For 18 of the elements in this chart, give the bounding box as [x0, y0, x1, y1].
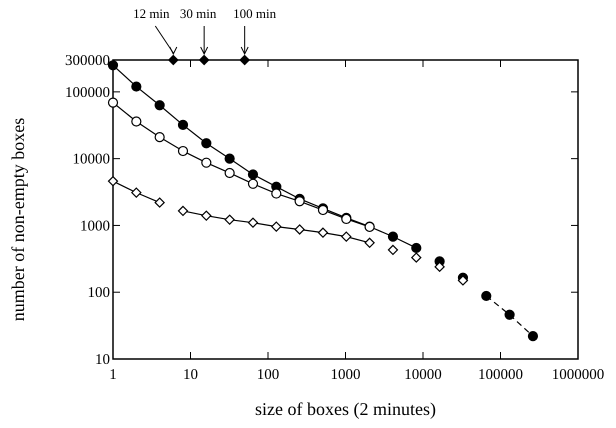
x-tick-label: 100000 [478, 367, 523, 383]
x-axis-title: size of boxes (2 minutes) [255, 399, 436, 419]
y-tick-label: 100 [88, 285, 110, 302]
x-tick-label: 1000000 [552, 367, 604, 383]
annotation: 12 min [133, 6, 170, 21]
x-tick-label: 1000 [330, 367, 360, 383]
y-axis-title: number of non-empty boxes [8, 118, 28, 322]
y-tick-label: 1000 [80, 218, 110, 234]
x-tick-label: 100 [256, 367, 280, 383]
x-tick-label: 10 [183, 367, 198, 383]
x-tick-label: 10000 [404, 367, 442, 383]
y-tick-label: 10000 [72, 152, 110, 168]
y-tick-label: 100000 [65, 84, 110, 101]
annotation: 30 min [180, 6, 217, 21]
y-tick-label: 300000 [65, 53, 110, 69]
annotation: 100 min [233, 6, 277, 21]
y-tick-label: 10 [95, 352, 110, 368]
x-tick-label: 1 [109, 367, 117, 383]
